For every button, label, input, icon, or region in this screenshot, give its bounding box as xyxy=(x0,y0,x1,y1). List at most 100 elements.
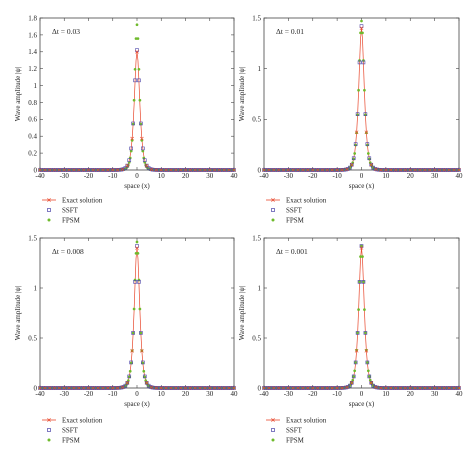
ssft-point xyxy=(289,168,294,172)
ssft-point xyxy=(170,386,174,390)
y-tick-label: 0.4 xyxy=(28,133,37,141)
ssft-point xyxy=(310,168,315,172)
exact-point xyxy=(43,168,47,172)
ssft-point xyxy=(226,168,230,172)
ssft-point xyxy=(154,386,159,390)
ssft-point xyxy=(392,168,397,172)
ssft-point xyxy=(142,374,147,379)
ssft-point xyxy=(301,386,305,390)
ssft-point xyxy=(363,112,368,116)
x-axis-label: space (x) xyxy=(349,400,375,408)
exact-point xyxy=(115,168,120,172)
ssft-point xyxy=(379,168,383,172)
ssft-point xyxy=(299,386,303,390)
exact-point xyxy=(354,130,359,135)
x-tick-label: -30 xyxy=(60,390,70,398)
ssft-point xyxy=(170,168,174,172)
exact-point xyxy=(349,162,354,167)
plot-frame xyxy=(39,237,235,389)
series-exact-line xyxy=(264,247,459,389)
ssft-point xyxy=(47,168,52,172)
ssft-point xyxy=(191,386,196,390)
ssft-point xyxy=(340,168,344,172)
ssft-point xyxy=(295,168,299,172)
ssft-point xyxy=(199,386,203,390)
fpsm-point xyxy=(351,378,355,382)
ssft-point xyxy=(197,168,201,172)
ssft-point xyxy=(181,386,186,390)
exact-point xyxy=(149,167,154,172)
ssft-point xyxy=(334,168,338,172)
x-tick-label: 0 xyxy=(360,390,364,398)
ssft-point xyxy=(158,168,163,172)
y-tick-label: 0.6 xyxy=(28,116,37,124)
exact-point xyxy=(281,386,286,390)
fpsm-point xyxy=(130,139,134,142)
ssft-point xyxy=(80,168,85,172)
exact-point xyxy=(330,386,335,390)
fpsm-point xyxy=(363,88,366,92)
legend-label: SSFT xyxy=(286,426,303,434)
y-tick-label: 1 xyxy=(258,284,262,292)
ssft-point xyxy=(277,386,282,390)
ssft-point xyxy=(386,168,391,172)
chart-panel-3: -40 -30 -20 -10 0 10 20 30 40 0 0.5 1 1.5 space (x) Wa… xyxy=(14,234,238,444)
fpsm-point xyxy=(139,331,143,335)
ssft-point xyxy=(416,168,420,172)
legend-swatch-fpsm xyxy=(47,218,51,222)
ssft-point xyxy=(283,168,288,172)
ssft-point xyxy=(359,24,364,28)
exact-point xyxy=(423,386,427,390)
fpsm-point xyxy=(359,255,362,258)
y-axis-label: Wave amplitude |ψ| xyxy=(238,286,246,340)
ssft-point xyxy=(268,386,272,390)
fpsm-point xyxy=(127,161,131,164)
ssft-point xyxy=(172,386,176,390)
fpsm-point xyxy=(361,255,364,258)
series-exact-line xyxy=(40,51,234,171)
ssft-point xyxy=(328,168,333,172)
exact-point xyxy=(81,168,86,172)
exact-point xyxy=(164,168,168,172)
ssft-point xyxy=(367,374,372,379)
ssft-point xyxy=(287,168,292,172)
fpsm-point xyxy=(128,369,132,373)
fpsm-point xyxy=(134,252,138,255)
exact-point xyxy=(452,386,456,390)
ssft-point xyxy=(175,386,180,390)
ssft-point xyxy=(104,168,108,172)
y-tick-label: 1.5 xyxy=(252,14,261,22)
exact-point xyxy=(335,386,339,390)
ssft-point xyxy=(279,386,284,390)
ssft-point xyxy=(108,168,112,172)
exact-point xyxy=(207,168,212,172)
ssft-point xyxy=(61,168,66,172)
fpsm-point xyxy=(361,31,364,35)
exact-point xyxy=(408,386,413,390)
exact-point xyxy=(359,26,364,30)
y-tick-label: 0.2 xyxy=(28,150,37,158)
ssft-point xyxy=(328,386,333,390)
exact-point xyxy=(62,168,67,172)
ssft-point xyxy=(38,386,42,390)
fpsm-point xyxy=(138,98,142,102)
x-tick-label: 20 xyxy=(407,172,415,180)
ssft-point xyxy=(314,168,319,172)
ssft-point xyxy=(414,168,418,172)
x-tick-label: -20 xyxy=(84,172,94,180)
ssft-point xyxy=(336,386,340,390)
fpsm-point xyxy=(353,152,357,155)
exact-point xyxy=(306,386,310,390)
ssft-point xyxy=(396,168,401,172)
fpsm-point xyxy=(360,19,363,23)
exact-point xyxy=(310,168,315,172)
x-tick-label: 10 xyxy=(382,172,390,180)
y-tick-label: 1 xyxy=(258,65,262,73)
ssft-point xyxy=(195,386,199,390)
exact-point xyxy=(86,168,91,172)
exact-point xyxy=(398,168,403,172)
x-tick-label: -40 xyxy=(35,172,45,180)
ssft-point xyxy=(422,168,426,172)
ssft-point xyxy=(67,168,71,172)
exact-point xyxy=(364,130,369,135)
